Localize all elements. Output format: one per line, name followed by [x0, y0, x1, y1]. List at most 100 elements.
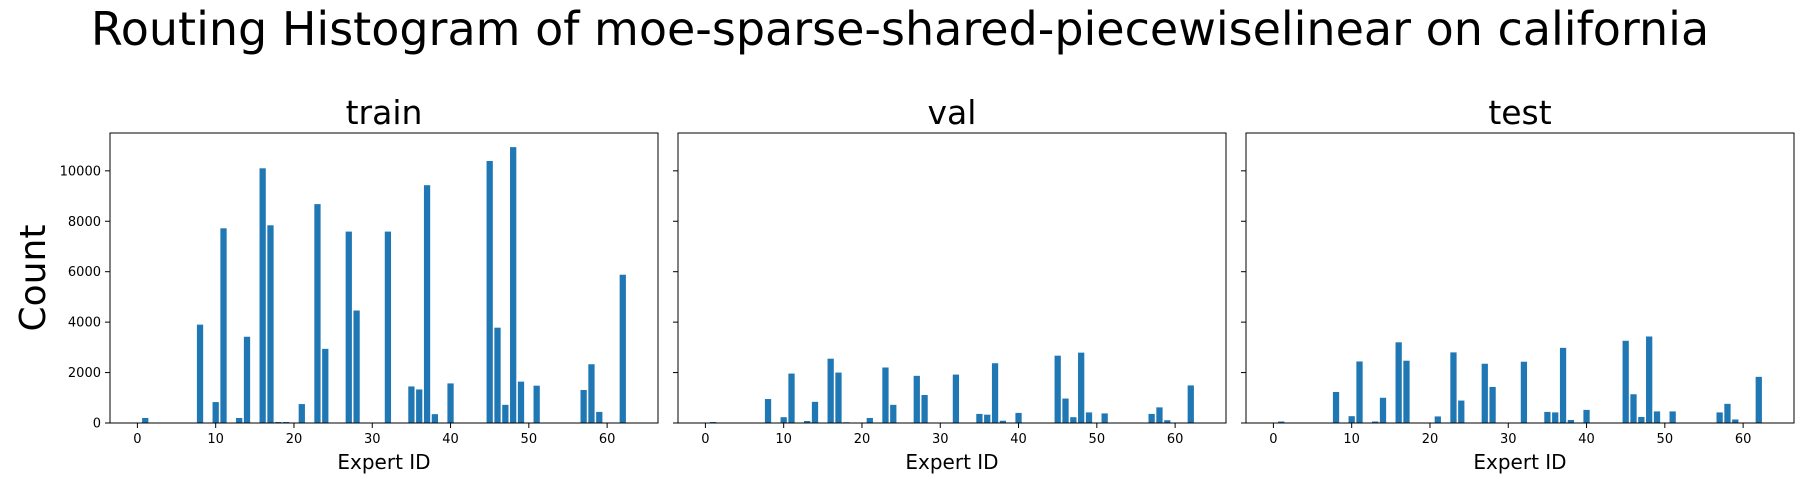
- bar: [1332, 391, 1340, 423]
- bar: [788, 373, 795, 423]
- bar: [1403, 360, 1410, 423]
- bar: [510, 147, 517, 423]
- y-tick-label: 8000: [68, 215, 101, 230]
- x-tick-label: 30: [1500, 432, 1517, 447]
- bar: [1450, 352, 1457, 423]
- bar: [1716, 412, 1723, 423]
- bar: [494, 327, 501, 423]
- bar: [580, 389, 587, 423]
- bar: [952, 374, 960, 423]
- x-tick-label: 20: [286, 432, 303, 447]
- bar: [431, 414, 439, 423]
- bar: [882, 367, 889, 423]
- bar: [1156, 407, 1163, 423]
- x-tick-label: 40: [1010, 432, 1027, 447]
- bar: [991, 363, 999, 423]
- y-tick-label: 6000: [68, 265, 101, 280]
- plot-frame: [109, 132, 659, 424]
- bar: [1489, 386, 1496, 423]
- x-tick-label: 40: [442, 432, 459, 447]
- bar: [1101, 413, 1108, 423]
- bar: [1148, 413, 1155, 423]
- bar: [486, 160, 493, 424]
- bar: [764, 399, 772, 423]
- subplot-title: train: [346, 93, 423, 132]
- bar: [345, 231, 352, 423]
- x-axis-label: Expert ID: [337, 450, 430, 474]
- bar: [1070, 417, 1077, 423]
- bar: [384, 231, 392, 423]
- y-axis-label: Count: [13, 225, 54, 332]
- bar: [1278, 421, 1285, 423]
- bar: [1646, 336, 1653, 423]
- bar: [890, 404, 897, 423]
- y-tick-label: 0: [93, 417, 101, 432]
- bar: [1653, 411, 1661, 423]
- x-tick-label: 40: [1578, 432, 1595, 447]
- bar: [1164, 420, 1171, 423]
- x-axis-label: Expert ID: [905, 450, 998, 474]
- bar: [1520, 361, 1528, 423]
- x-tick-label: 50: [521, 432, 538, 447]
- bar: [827, 358, 834, 423]
- bar: [267, 225, 274, 423]
- bar: [1356, 361, 1363, 423]
- bar: [1755, 376, 1762, 423]
- x-tick-label: 0: [1269, 432, 1277, 447]
- bar: [1372, 421, 1379, 423]
- x-tick-label: 60: [1167, 432, 1184, 447]
- bar: [1630, 394, 1637, 423]
- x-tick-label: 10: [207, 432, 224, 447]
- bar: [1724, 403, 1731, 423]
- plot-frame: [1245, 132, 1795, 424]
- bar: [1481, 363, 1488, 423]
- bar: [502, 404, 509, 423]
- bar: [533, 385, 540, 423]
- bar: [1054, 355, 1061, 423]
- bar: [1434, 416, 1441, 423]
- bar: [710, 421, 717, 423]
- bar: [1732, 419, 1739, 423]
- x-tick-label: 20: [854, 432, 871, 447]
- bar: [322, 348, 329, 423]
- y-tick-label: 10000: [60, 164, 101, 179]
- x-tick-label: 10: [775, 432, 792, 447]
- bar: [976, 413, 983, 423]
- figure-title: Routing Histogram of moe-sparse-shared-p…: [90, 2, 1710, 56]
- bar: [517, 381, 525, 423]
- plot-frame: [677, 132, 1227, 424]
- y-tick-label: 2000: [68, 366, 101, 381]
- x-tick-label: 0: [701, 432, 709, 447]
- bar: [416, 389, 423, 423]
- bar: [353, 310, 360, 423]
- bar: [804, 420, 811, 423]
- bar: [984, 414, 991, 423]
- bar: [780, 417, 787, 423]
- x-tick-label: 10: [1343, 432, 1360, 447]
- bar: [1567, 419, 1575, 423]
- bar: [1062, 398, 1069, 423]
- bar: [1085, 412, 1093, 423]
- bar: [1638, 416, 1645, 423]
- bar: [298, 404, 305, 423]
- y-tick-label: 4000: [68, 316, 101, 331]
- bar: [1458, 400, 1465, 423]
- x-tick-label: 30: [932, 432, 949, 447]
- bar: [596, 411, 603, 423]
- bar: [220, 228, 227, 423]
- bar: [913, 375, 920, 423]
- bar: [408, 386, 415, 423]
- bar: [1078, 352, 1085, 423]
- x-tick-label: 50: [1657, 432, 1674, 447]
- bar: [1395, 342, 1402, 423]
- bar: [866, 417, 873, 423]
- bar: [1379, 397, 1387, 423]
- x-axis-label: Expert ID: [1473, 450, 1566, 474]
- bar: [275, 421, 282, 423]
- bar: [999, 420, 1007, 423]
- bar: [142, 417, 149, 423]
- x-tick-label: 60: [599, 432, 616, 447]
- bar: [619, 274, 626, 423]
